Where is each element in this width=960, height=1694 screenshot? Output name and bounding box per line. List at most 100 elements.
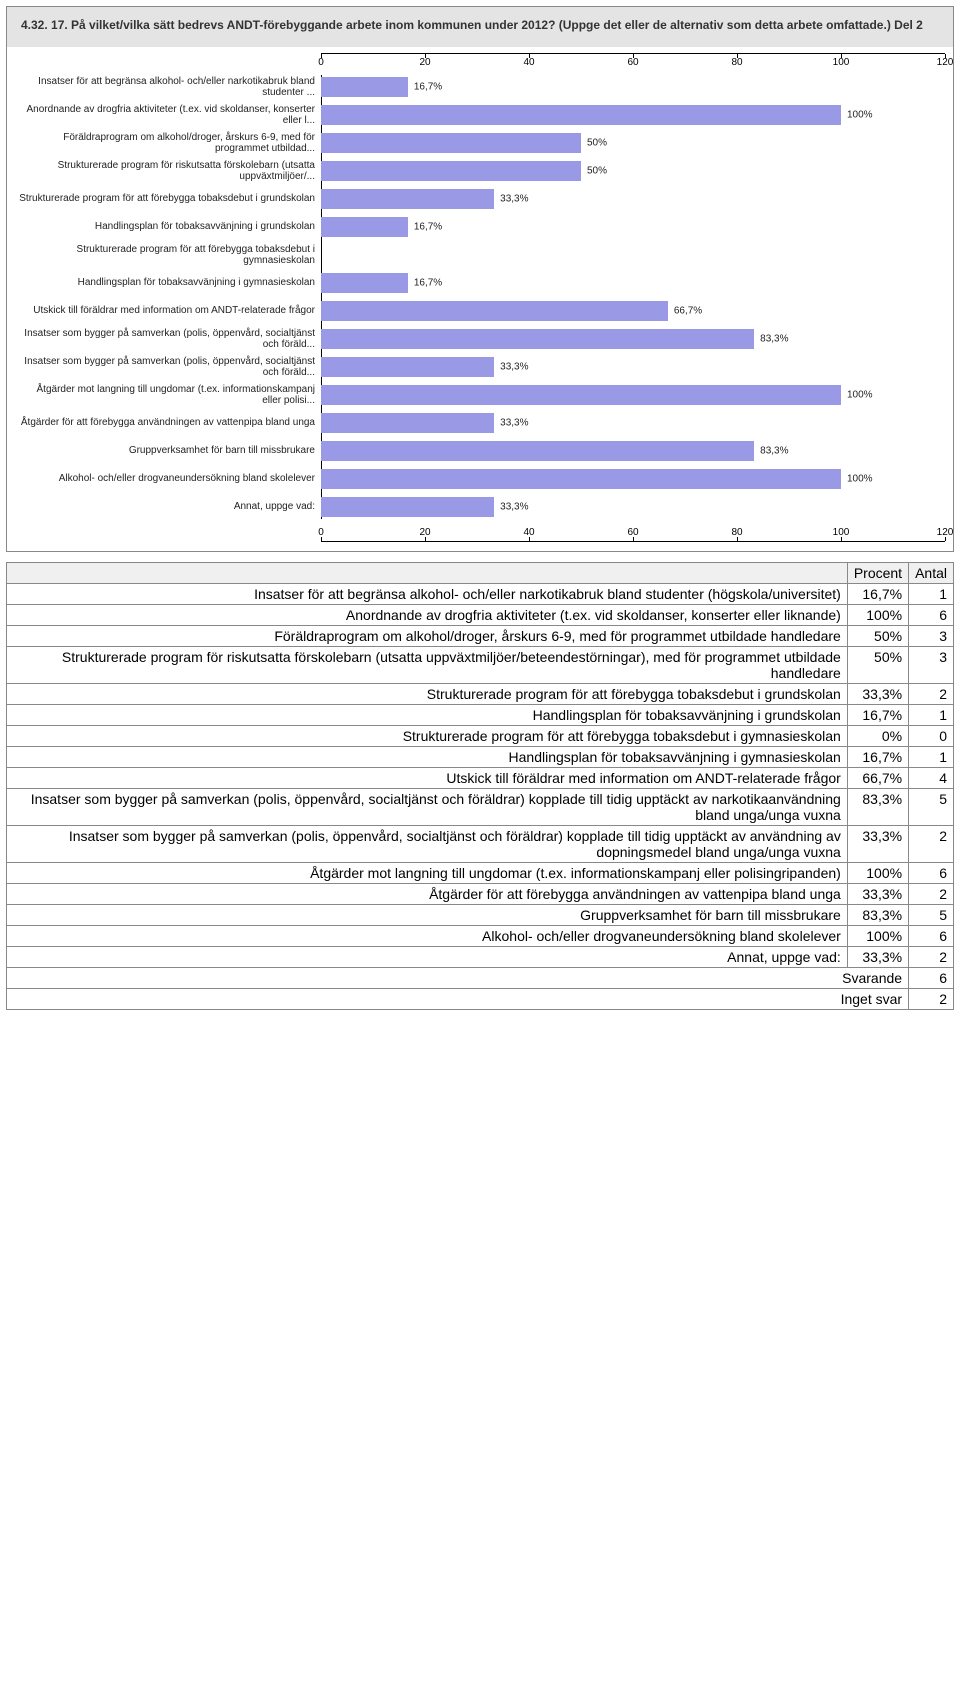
- category-label: Insatser som bygger på samverkan (polis,…: [15, 356, 321, 379]
- row-antal: 1: [909, 705, 954, 726]
- bar-value-label: 100%: [847, 390, 873, 401]
- bar: [321, 189, 494, 209]
- row-label: Handlingsplan för tobaksavvänjning i gym…: [7, 747, 848, 768]
- row-procent: 33,3%: [847, 826, 908, 863]
- chart-row: Anordnande av drogfria aktiviteter (t.ex…: [15, 103, 945, 127]
- chart-row: Åtgärder för att förebygga användningen …: [15, 411, 945, 435]
- row-antal: 3: [909, 626, 954, 647]
- table-row: Annat, uppge vad:33,3%2: [7, 947, 954, 968]
- data-table: Procent Antal Insatser för att begränsa …: [6, 562, 954, 1010]
- category-label: Utskick till föräldrar med information o…: [15, 305, 321, 317]
- bar-value-label: 100%: [847, 474, 873, 485]
- row-procent: 83,3%: [847, 905, 908, 926]
- row-label: Insatser som bygger på samverkan (polis,…: [7, 789, 848, 826]
- category-label: Insatser för att begränsa alkohol- och/e…: [15, 76, 321, 99]
- bar: [321, 301, 668, 321]
- chart-row: Insatser som bygger på samverkan (polis,…: [15, 327, 945, 351]
- x-tick-label: 80: [731, 527, 742, 538]
- row-procent: 66,7%: [847, 768, 908, 789]
- row-label: Handlingsplan för tobaksavvänjning i gru…: [7, 705, 848, 726]
- chart-row: Alkohol- och/eller drogvaneundersökning …: [15, 467, 945, 491]
- table-row: Åtgärder mot langning till ungdomar (t.e…: [7, 863, 954, 884]
- bar: [321, 273, 408, 293]
- bar: [321, 77, 408, 97]
- col-label: [7, 563, 848, 584]
- category-label: Strukturerade program för att förebygga …: [15, 193, 321, 205]
- category-label: Handlingsplan för tobaksavvänjning i gru…: [15, 221, 321, 233]
- x-tick-label: 120: [937, 57, 954, 68]
- col-antal: Antal: [909, 563, 954, 584]
- bar: [321, 469, 841, 489]
- row-label: Insatser som bygger på samverkan (polis,…: [7, 826, 848, 863]
- x-axis-bottom: 020406080100120: [15, 523, 945, 541]
- table-footer-row: Svarande6: [7, 968, 954, 989]
- bar-value-label: 33,3%: [500, 194, 528, 205]
- category-label: Gruppverksamhet för barn till missbrukar…: [15, 445, 321, 457]
- bar: [321, 329, 754, 349]
- row-procent: 33,3%: [847, 947, 908, 968]
- row-label: Annat, uppge vad:: [7, 947, 848, 968]
- row-antal: 1: [909, 584, 954, 605]
- chart-row: Handlingsplan för tobaksavvänjning i gru…: [15, 215, 945, 239]
- chart-body: 020406080100120 Insatser för att begräns…: [7, 47, 953, 551]
- x-tick-label: 0: [318, 57, 324, 68]
- row-label: Insatser för att begränsa alkohol- och/e…: [7, 584, 848, 605]
- category-label: Alkohol- och/eller drogvaneundersökning …: [15, 473, 321, 485]
- table-row: Insatser som bygger på samverkan (polis,…: [7, 826, 954, 863]
- bar-value-label: 33,3%: [500, 502, 528, 513]
- row-antal: 0: [909, 726, 954, 747]
- bar-value-label: 50%: [587, 166, 607, 177]
- row-label: Åtgärder mot langning till ungdomar (t.e…: [7, 863, 848, 884]
- row-label: Gruppverksamhet för barn till missbrukar…: [7, 905, 848, 926]
- table-row: Gruppverksamhet för barn till missbrukar…: [7, 905, 954, 926]
- bar-value-label: 83,3%: [760, 334, 788, 345]
- row-antal: 2: [909, 947, 954, 968]
- category-label: Annat, uppge vad:: [15, 501, 321, 513]
- bar: [321, 105, 841, 125]
- table-row: Föräldraprogram om alkohol/droger, årsku…: [7, 626, 954, 647]
- chart-title: 4.32. 17. På vilket/vilka sätt bedrevs A…: [7, 7, 953, 47]
- row-antal: 2: [909, 826, 954, 863]
- x-tick-label: 80: [731, 57, 742, 68]
- bar-value-label: 16,7%: [414, 278, 442, 289]
- bar-value-label: 33,3%: [500, 362, 528, 373]
- row-procent: 16,7%: [847, 705, 908, 726]
- bar: [321, 413, 494, 433]
- chart-row: Handlingsplan för tobaksavvänjning i gym…: [15, 271, 945, 295]
- category-label: Föräldraprogram om alkohol/droger, årsku…: [15, 132, 321, 155]
- x-tick-label: 20: [419, 57, 430, 68]
- table-row: Alkohol- och/eller drogvaneundersökning …: [7, 926, 954, 947]
- bar: [321, 161, 581, 181]
- x-axis-top: 020406080100120: [15, 53, 945, 71]
- row-label: Utskick till föräldrar med information o…: [7, 768, 848, 789]
- footer-label: Inget svar: [7, 989, 909, 1010]
- row-antal: 6: [909, 605, 954, 626]
- bar: [321, 385, 841, 405]
- bars-container: Insatser för att begränsa alkohol- och/e…: [15, 75, 945, 519]
- category-label: Åtgärder mot langning till ungdomar (t.e…: [15, 384, 321, 407]
- bar-value-label: 83,3%: [760, 446, 788, 457]
- chart-row: Insatser för att begränsa alkohol- och/e…: [15, 75, 945, 99]
- bar: [321, 441, 754, 461]
- chart-row: Insatser som bygger på samverkan (polis,…: [15, 355, 945, 379]
- row-label: Strukturerade program för att förebygga …: [7, 684, 848, 705]
- chart-row: Strukturerade program för riskutsatta fö…: [15, 159, 945, 183]
- category-label: Anordnande av drogfria aktiviteter (t.ex…: [15, 104, 321, 127]
- row-label: Strukturerade program för att förebygga …: [7, 726, 848, 747]
- row-procent: 0%: [847, 726, 908, 747]
- bar-value-label: 16,7%: [414, 82, 442, 93]
- table-row: Anordnande av drogfria aktiviteter (t.ex…: [7, 605, 954, 626]
- bar-value-label: 16,7%: [414, 222, 442, 233]
- category-label: Strukturerade program för riskutsatta fö…: [15, 160, 321, 183]
- table-row: Handlingsplan för tobaksavvänjning i gru…: [7, 705, 954, 726]
- bar: [321, 497, 494, 517]
- row-antal: 4: [909, 768, 954, 789]
- row-procent: 33,3%: [847, 684, 908, 705]
- row-procent: 50%: [847, 647, 908, 684]
- chart-row: Annat, uppge vad: 33,3%: [15, 495, 945, 519]
- x-tick-label: 120: [937, 527, 954, 538]
- bar: [321, 133, 581, 153]
- row-antal: 6: [909, 863, 954, 884]
- bar-value-label: 33,3%: [500, 418, 528, 429]
- table-row: Strukturerade program för riskutsatta fö…: [7, 647, 954, 684]
